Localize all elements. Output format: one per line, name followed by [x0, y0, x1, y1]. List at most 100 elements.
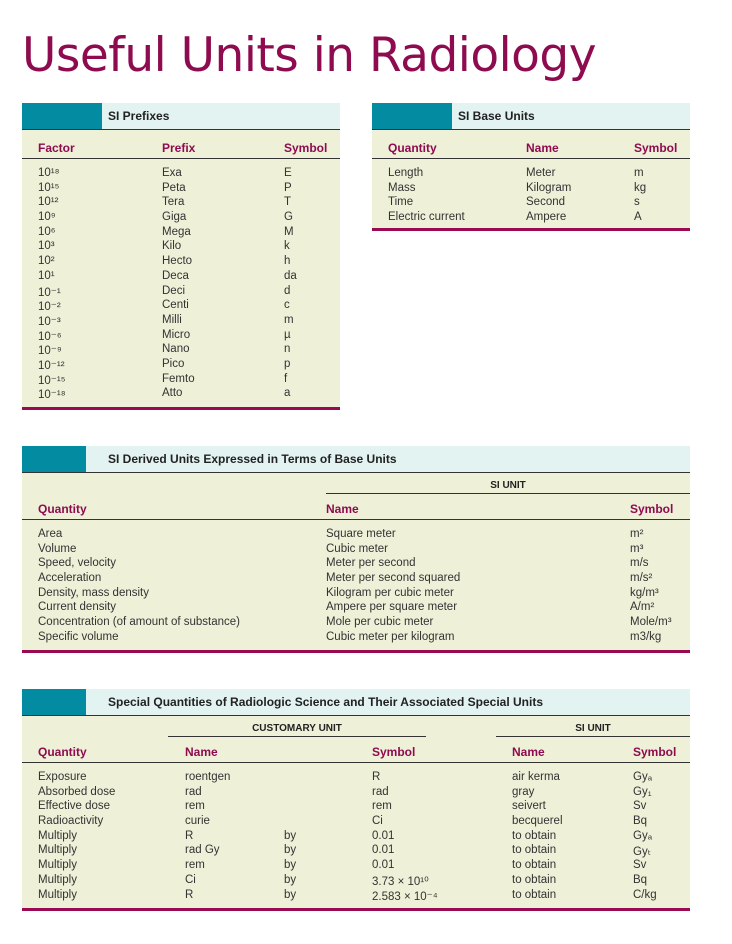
- table-cell: Cubic meter: [326, 542, 388, 555]
- table-cell: Multiply: [38, 859, 77, 872]
- table-cell: a: [284, 387, 291, 400]
- table-cell: h: [284, 255, 291, 268]
- table-cell: m/s²: [630, 572, 653, 585]
- column-header: Name: [326, 502, 359, 516]
- column-header: Quantity: [38, 745, 87, 759]
- table-cell: C/kg: [633, 888, 657, 901]
- table-cell: Area: [38, 528, 63, 540]
- table-cell: Exa: [162, 167, 182, 179]
- table-cell: to obtain: [512, 873, 557, 886]
- table-cell: air kerma: [512, 771, 560, 783]
- table-cell: c: [284, 299, 290, 312]
- table-cell: rad: [185, 785, 202, 798]
- table-cell: Tera: [162, 196, 185, 209]
- table-row: 10³ Kilo k: [22, 240, 340, 255]
- table-cell: by: [284, 859, 297, 872]
- table-cell: 10⁹: [38, 211, 56, 224]
- table-cell: by: [284, 873, 297, 886]
- table-cell: 10⁻¹⁵: [38, 374, 66, 387]
- table-row: 10⁻⁹ Nano n: [22, 343, 340, 358]
- si-unit-group-label: SI UNIT: [496, 723, 690, 737]
- table-cell: Femto: [162, 372, 195, 385]
- table-cell: Multiply: [38, 829, 77, 842]
- si-prefixes-table: SI Prefixes Factor Prefix Symbol 10¹⁸ Exa E 10…: [22, 103, 340, 410]
- table-row: Specific volume Cubic meter per kilogram m…: [22, 631, 690, 646]
- table-cell: 0.01: [372, 829, 395, 842]
- table-cell: 10⁻⁹: [38, 345, 62, 358]
- table-cell: Pico: [162, 357, 185, 370]
- table-cell: 10²: [38, 255, 55, 268]
- table-row: Radioactivity curie Ci becquerel Bq: [22, 815, 690, 830]
- table-heading: Special Quantities of Radiologic Science…: [108, 695, 544, 709]
- table-cell: Nano: [162, 343, 190, 356]
- table-cell: Sv: [633, 859, 647, 872]
- table-cell: f: [284, 372, 288, 385]
- table-cell: R: [372, 771, 381, 783]
- table-cell: 10¹²: [38, 196, 59, 209]
- table-cell: 10³: [38, 240, 55, 253]
- table-cell: Speed, velocity: [38, 557, 116, 570]
- table-cell: 10⁻¹²: [38, 359, 65, 372]
- column-headers: Quantity Name Symbol: [372, 130, 690, 159]
- table-cell: rem: [185, 859, 205, 872]
- table-cell: k: [284, 240, 290, 253]
- table-cell: R: [185, 829, 194, 842]
- column-header: Symbol: [633, 745, 677, 759]
- table-cell: kg/m³: [630, 586, 659, 599]
- table-cell: m: [634, 167, 644, 179]
- table-row: Multiply rad Gy by 0.01 to obtain Gyₜ: [22, 844, 690, 859]
- table-cell: Ampere: [526, 211, 567, 224]
- table-heading: SI Base Units: [458, 109, 535, 123]
- table-cell: to obtain: [512, 829, 557, 842]
- table-cell: 10⁻²: [38, 301, 61, 314]
- table-cell: 10⁻³: [38, 315, 61, 328]
- table-cell: Absorbed dose: [38, 785, 116, 798]
- table-cell: R: [185, 888, 194, 901]
- column-header: Symbol: [372, 745, 416, 759]
- table-row: 10² Hecto h: [22, 255, 340, 270]
- table-cell: Concentration (of amount of substance): [38, 616, 241, 629]
- table-cell: da: [284, 269, 297, 282]
- table-cell: P: [284, 181, 292, 194]
- table-cell: 10⁶: [38, 225, 56, 238]
- table-cell: Deca: [162, 269, 189, 282]
- table-row: 10¹² Tera T: [22, 196, 340, 211]
- table-cell: Mole/m³: [630, 616, 672, 629]
- table-cell: n: [284, 343, 291, 356]
- table-row: Electric current Ampere A: [372, 211, 690, 226]
- table-row: Absorbed dose rad rad gray Gy₁: [22, 786, 690, 801]
- table-cell: A: [634, 211, 642, 224]
- table-cell: Exposure: [38, 771, 87, 783]
- table-cell: 0.01: [372, 859, 395, 872]
- table-cell: 0.01: [372, 844, 395, 857]
- table-cell: m/s: [630, 557, 649, 570]
- table-cell: gray: [512, 785, 535, 798]
- column-header: Name: [526, 141, 559, 155]
- table-row: 10⁻¹ Deci d: [22, 285, 340, 300]
- table-cell: Square meter: [326, 528, 396, 540]
- table-row: 10¹⁵ Peta P: [22, 182, 340, 197]
- column-header: Factor: [38, 141, 75, 155]
- table-cell: Micro: [162, 328, 191, 341]
- special-quantities-table: Special Quantities of Radiologic Science…: [22, 689, 690, 911]
- customary-unit-group-label: CUSTOMARY UNIT: [168, 723, 426, 737]
- table-cell: 10⁻⁶: [38, 330, 62, 343]
- table-cell: Ci: [185, 873, 196, 886]
- table-cell: Meter per second squared: [326, 572, 461, 585]
- table-cell: Effective dose: [38, 800, 111, 813]
- table-cell: Multiply: [38, 844, 77, 857]
- table-row: 10¹⁸ Exa E: [22, 167, 340, 182]
- table-cell: Kilo: [162, 240, 182, 253]
- column-header: Quantity: [388, 141, 437, 155]
- table-cell: Hecto: [162, 255, 193, 268]
- table-cell: rad Gy: [185, 844, 220, 857]
- table-cell: Kilogram per cubic meter: [326, 586, 454, 599]
- table-cell: roentgen: [185, 771, 231, 783]
- table-row: 10⁻⁶ Micro µ: [22, 329, 340, 344]
- table-row: Multiply rem by 0.01 to obtain Sv: [22, 859, 690, 874]
- column-header: Symbol: [630, 502, 674, 516]
- table-row: Length Meter m: [372, 167, 690, 182]
- table-cell: Bq: [633, 815, 648, 828]
- table-row: 10⁻¹⁵ Femto f: [22, 373, 340, 388]
